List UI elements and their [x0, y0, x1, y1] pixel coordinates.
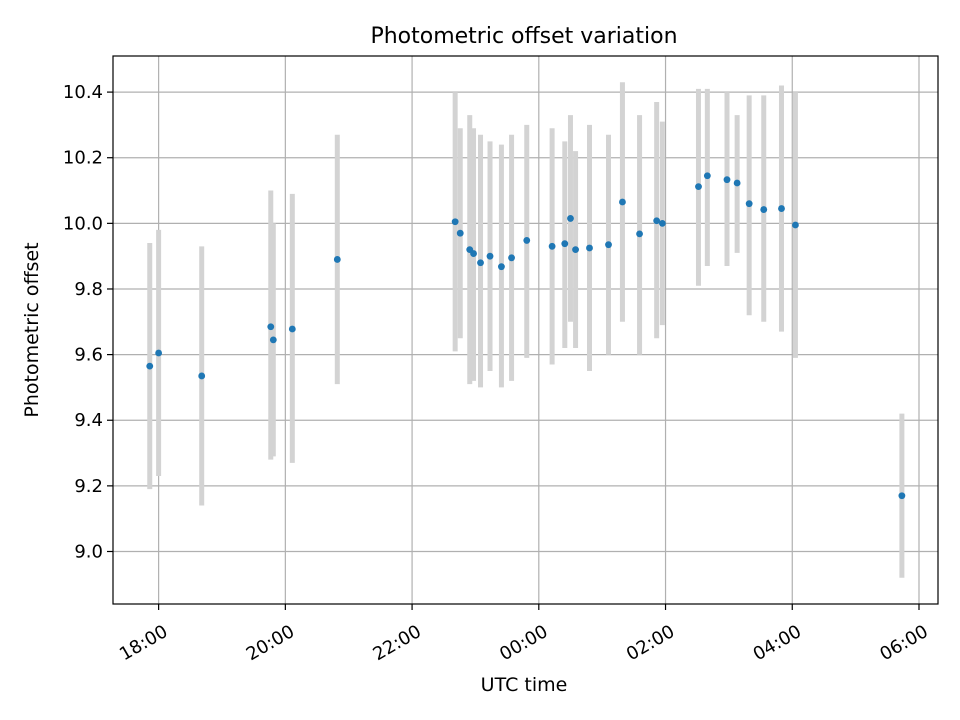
data-point-4: [269, 336, 277, 344]
y-tick-label-7: 10.4: [63, 82, 103, 103]
data-point-2: [198, 372, 206, 380]
data-point-34: [898, 492, 906, 500]
data-point-23: [636, 230, 643, 238]
y-tick-label-3: 9.6: [74, 345, 103, 366]
plot-area-frame: [112, 55, 939, 605]
data-point-19: [572, 246, 579, 254]
x-axis-label: UTC time: [481, 674, 568, 696]
y-tick-label-5: 10.0: [63, 213, 103, 234]
data-point-6: [333, 256, 341, 263]
data-point-3: [267, 323, 275, 331]
data-point-32: [778, 205, 785, 212]
data-point-16: [548, 242, 556, 250]
data-point-33: [792, 221, 799, 229]
y-tick-label-2: 9.4: [74, 410, 103, 431]
data-point-26: [695, 183, 702, 191]
data-point-20: [586, 244, 593, 252]
chart-title: Photometric offset variation: [370, 24, 677, 49]
data-point-10: [470, 250, 477, 257]
data-point-31: [760, 206, 768, 213]
data-point-28: [723, 176, 731, 184]
data-point-21: [605, 241, 612, 249]
data-point-11: [477, 259, 484, 267]
data-point-18: [567, 215, 574, 222]
data-point-15: [523, 237, 531, 244]
data-point-24: [653, 217, 661, 225]
data-point-0: [146, 362, 154, 370]
data-point-30: [745, 200, 753, 208]
data-point-7: [451, 218, 459, 226]
data-point-8: [456, 229, 464, 237]
y-axis-label: Photometric offset: [21, 242, 43, 417]
data-point-1: [155, 349, 163, 357]
data-point-5: [288, 325, 296, 333]
data-point-12: [486, 252, 494, 260]
data-point-17: [561, 240, 569, 248]
data-point-29: [733, 179, 741, 187]
y-tick-label-1: 9.2: [74, 476, 103, 497]
data-point-27: [703, 172, 711, 180]
data-point-25: [658, 219, 666, 227]
data-point-13: [498, 263, 505, 271]
y-tick-label-6: 10.2: [63, 148, 103, 169]
y-axis-ticks: 9.0 9.2 9.4 9.6 9.8 10.0 10.2 10.4: [63, 82, 113, 562]
data-point-14: [508, 254, 515, 262]
y-tick-label-4: 9.8: [74, 279, 103, 300]
y-tick-label-0: 9.0: [74, 541, 103, 562]
data-point-22: [619, 198, 626, 206]
data-points: [146, 172, 906, 500]
